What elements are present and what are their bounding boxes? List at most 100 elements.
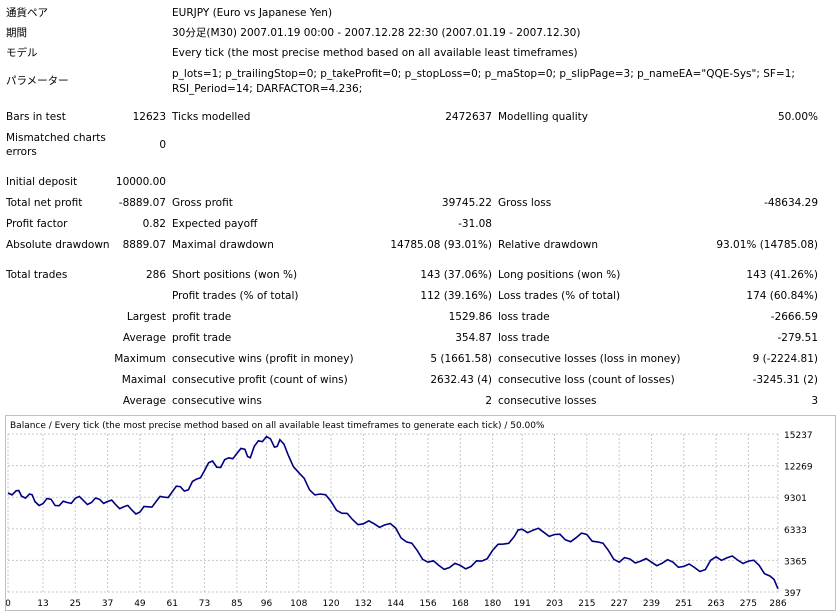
trades-value: 286 xyxy=(145,269,166,281)
mismatch-label-1: Mismatched charts xyxy=(6,132,106,144)
average-loss-value: -279.51 xyxy=(777,332,818,344)
deposit-value: 10000.00 xyxy=(115,176,166,188)
x-tick-label: 0 xyxy=(6,599,11,609)
long-label: Long positions (won %) xyxy=(498,269,621,281)
x-tick-label: 49 xyxy=(134,599,146,609)
quality-value: 50.00% xyxy=(777,111,818,123)
period-value: 30分足(M30) 2007.01.19 00:00 - 2007.12.28 … xyxy=(172,27,581,39)
mismatch-value: 0 xyxy=(159,139,166,151)
ptrades-value: 112 (39.16%) xyxy=(420,290,492,302)
x-tick-label: 13 xyxy=(37,599,48,609)
x-tick-label: 73 xyxy=(199,599,210,609)
x-tick-label: 275 xyxy=(740,599,757,609)
average-label: Average xyxy=(122,332,166,344)
ltrades-label: Loss trades (% of total) xyxy=(498,290,621,302)
chart-title: Balance / Every tick (the most precise m… xyxy=(10,421,545,431)
params-label: パラメーター xyxy=(6,75,69,87)
x-tick-label: 108 xyxy=(290,599,307,609)
model-value: Every tick (the most precise method base… xyxy=(172,47,578,59)
avglosses-value: 3 xyxy=(811,395,818,407)
balance-chart: Balance / Every tick (the most precise m… xyxy=(5,415,836,611)
x-tick-label: 132 xyxy=(355,599,372,609)
reldd-label: Relative drawdown xyxy=(498,239,599,251)
y-tick-label: 15237 xyxy=(784,431,813,441)
largest-label: Largest xyxy=(126,311,166,323)
maxwins-label: consecutive wins (profit in money) xyxy=(172,353,354,365)
y-tick-label: 397 xyxy=(784,589,801,599)
x-tick-label: 215 xyxy=(578,599,595,609)
params-line1: p_lots=1; p_trailingStop=0; p_takeProfit… xyxy=(172,68,795,80)
x-tick-label: 144 xyxy=(387,599,404,609)
x-tick-label: 203 xyxy=(546,599,563,609)
long-value: 143 (41.26%) xyxy=(746,269,818,281)
avglosses-label: consecutive losses xyxy=(498,395,597,407)
period-label: 期間 xyxy=(6,27,27,39)
x-tick-label: 263 xyxy=(707,599,724,609)
maximal-label: Maximal xyxy=(121,374,166,386)
x-tick-label: 61 xyxy=(167,599,178,609)
mismatch-label-2: errors xyxy=(6,146,37,158)
x-tick-label: 25 xyxy=(70,599,81,609)
y-tick-label: 6333 xyxy=(784,526,807,536)
pf-value: 0.82 xyxy=(142,218,166,230)
average2-label: Average xyxy=(122,395,166,407)
x-tick-label: 251 xyxy=(675,599,692,609)
grossprofit-label: Gross profit xyxy=(172,197,233,209)
largest-profit-label: profit trade xyxy=(172,311,232,323)
ptrades-label: Profit trades (% of total) xyxy=(172,290,299,302)
x-tick-label: 180 xyxy=(484,599,501,609)
bars-value: 12623 xyxy=(132,111,166,123)
grossloss-label: Gross loss xyxy=(498,197,552,209)
x-tick-label: 239 xyxy=(643,599,660,609)
maxdd-value: 14785.08 (93.01%) xyxy=(390,239,492,251)
x-tick-label: 96 xyxy=(261,599,273,609)
deposit-label: Initial deposit xyxy=(6,176,78,188)
pf-label: Profit factor xyxy=(6,218,68,230)
maxdd-label: Maximal drawdown xyxy=(172,239,274,251)
largest-profit-value: 1529.86 xyxy=(448,311,492,323)
short-value: 143 (37.06%) xyxy=(420,269,492,281)
trades-label: Total trades xyxy=(6,269,68,281)
y-tick-label: 12269 xyxy=(784,463,813,473)
params-line2: RSI_Period=14; DARFACTOR=4.236; xyxy=(172,83,363,95)
maxprofit-value: 2632.43 (4) xyxy=(430,374,492,386)
maxloss-value: 9 (-2224.81) xyxy=(752,353,818,365)
symbol-label: 通貨ペア xyxy=(6,7,48,19)
x-tick-label: 286 xyxy=(769,599,786,609)
bars-label: Bars in test xyxy=(6,111,66,123)
short-label: Short positions (won %) xyxy=(172,269,298,281)
absdd-label: Absolute drawdown xyxy=(6,239,110,251)
model-label: モデル xyxy=(6,47,38,59)
x-tick-label: 191 xyxy=(514,599,531,609)
netprofit-label: Total net profit xyxy=(6,197,83,209)
grossloss-value: -48634.29 xyxy=(764,197,818,209)
maxlossc-value: -3245.31 (2) xyxy=(752,374,818,386)
x-tick-label: 37 xyxy=(102,599,113,609)
quality-label: Modelling quality xyxy=(498,111,588,123)
maxlossc-label: consecutive loss (count of losses) xyxy=(498,374,675,386)
x-tick-label: 156 xyxy=(419,599,436,609)
maximum-label: Maximum xyxy=(114,353,166,365)
reldd-value: 93.01% (14785.08) xyxy=(716,239,818,251)
y-tick-label: 3365 xyxy=(784,557,807,567)
largest-loss-label: loss trade xyxy=(498,311,550,323)
symbol-value: EURJPY (Euro vs Japanese Yen) xyxy=(172,7,333,19)
avgwins-label: consecutive wins xyxy=(172,395,262,407)
netprofit-value: -8889.07 xyxy=(118,197,166,209)
maxwins-value: 5 (1661.58) xyxy=(430,353,492,365)
absdd-value: 8889.07 xyxy=(122,239,166,251)
x-tick-label: 227 xyxy=(611,599,628,609)
average-profit-label: profit trade xyxy=(172,332,232,344)
average-profit-value: 354.87 xyxy=(455,332,492,344)
x-tick-label: 85 xyxy=(231,599,242,609)
maxloss-label: consecutive losses (loss in money) xyxy=(498,353,681,365)
y-tick-label: 9301 xyxy=(784,494,807,504)
x-tick-label: 168 xyxy=(452,599,469,609)
largest-loss-value: -2666.59 xyxy=(770,311,818,323)
payoff-value: -31.08 xyxy=(458,218,492,230)
avgwins-value: 2 xyxy=(485,395,492,407)
average-loss-label: loss trade xyxy=(498,332,550,344)
ltrades-value: 174 (60.84%) xyxy=(746,290,818,302)
maxprofit-label: consecutive profit (count of wins) xyxy=(172,374,348,386)
ticks-label: Ticks modelled xyxy=(172,111,251,123)
